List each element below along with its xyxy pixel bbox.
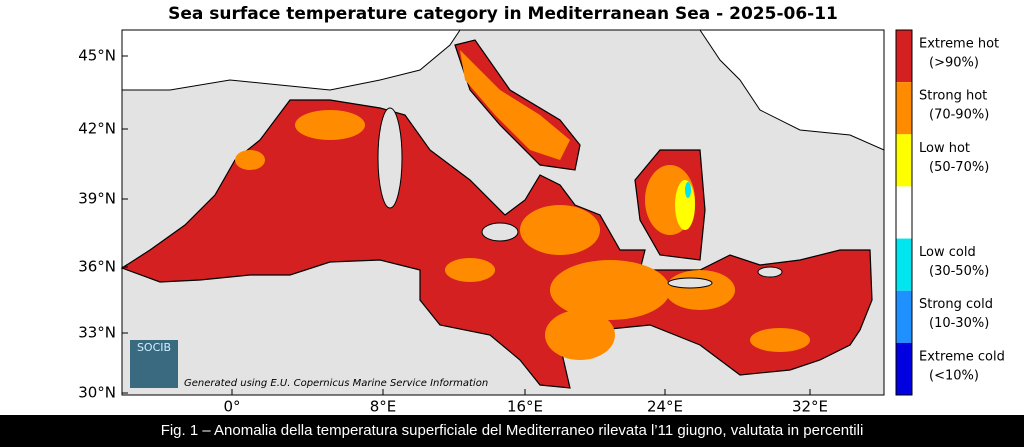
lat-label: 33°N bbox=[78, 324, 116, 342]
outside-domain bbox=[121, 29, 461, 91]
lon-label: 0° bbox=[223, 398, 240, 416]
logo-text: SOCIB bbox=[137, 341, 171, 354]
caption: Fig. 1 – Anomalia della temperatura supe… bbox=[161, 422, 864, 439]
legend-range: (30-50%) bbox=[929, 264, 989, 279]
legend-range: (<10%) bbox=[929, 368, 979, 383]
low-hot-area bbox=[675, 180, 695, 230]
legend-range: (10-30%) bbox=[929, 316, 989, 331]
lat-label: 36°N bbox=[78, 258, 116, 276]
legend-label: Low cold bbox=[919, 245, 976, 260]
legend-swatch bbox=[896, 342, 912, 395]
legend-label: Strong cold bbox=[919, 297, 993, 312]
legend-frame bbox=[895, 29, 913, 396]
lat-label: 39°N bbox=[78, 190, 116, 208]
legend-range: (>90%) bbox=[929, 56, 979, 71]
legend-range: (70-90%) bbox=[929, 108, 989, 123]
lat-label: 30°N bbox=[78, 384, 116, 402]
lon-label: 16°E bbox=[507, 398, 543, 416]
logo-box bbox=[130, 340, 178, 388]
lon-label: 32°E bbox=[792, 398, 828, 416]
lon-label: 24°E bbox=[647, 398, 683, 416]
lon-label: 8°E bbox=[370, 398, 397, 416]
map-title: Sea surface temperature category in Medi… bbox=[168, 4, 838, 24]
legend-swatch bbox=[896, 238, 912, 291]
map-frame bbox=[121, 29, 885, 396]
legend-label: Extreme cold bbox=[919, 349, 1005, 364]
legend-label: Strong hot bbox=[919, 89, 987, 104]
legend-swatch bbox=[896, 30, 912, 83]
sicily bbox=[481, 222, 519, 242]
corsica-sardinia bbox=[377, 107, 403, 209]
legend-swatch bbox=[896, 82, 912, 135]
cyprus bbox=[757, 266, 783, 278]
credit: Generated using E.U. Copernicus Marine S… bbox=[184, 378, 488, 389]
caption-bar bbox=[0, 415, 1024, 447]
crete bbox=[667, 277, 713, 289]
legend-label: Low hot bbox=[919, 141, 970, 156]
legend-label: Extreme hot bbox=[919, 37, 999, 52]
lat-label: 42°N bbox=[78, 120, 116, 138]
lat-label: 45°N bbox=[78, 47, 116, 65]
legend-range: (50-70%) bbox=[929, 160, 989, 175]
legend-swatch bbox=[896, 186, 912, 239]
legend-swatch bbox=[896, 134, 912, 187]
low-cold-area bbox=[685, 182, 691, 198]
legend-swatch bbox=[896, 290, 912, 343]
